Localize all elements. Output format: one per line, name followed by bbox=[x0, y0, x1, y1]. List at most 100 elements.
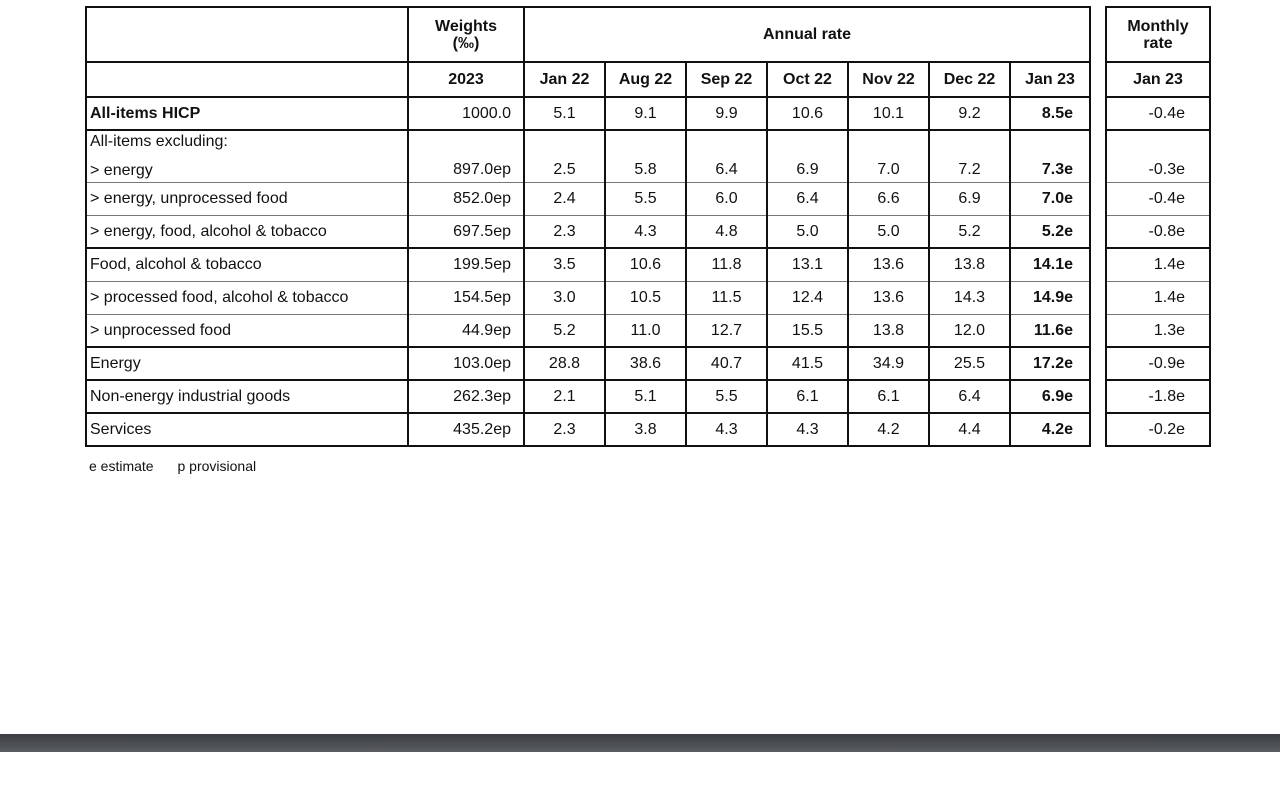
rate-cell: 11.5 bbox=[685, 280, 768, 315]
rate-cell: 4.2e bbox=[1009, 412, 1091, 447]
row-label: > processed food, alcohol & tobacco bbox=[85, 280, 409, 315]
row-label-cell: All-items excluding: > energy bbox=[85, 129, 409, 183]
table-row: Services 435.2ep 2.3 3.8 4.3 4.3 4.2 4.4 4.2e bbox=[85, 412, 1091, 447]
rate-cell: 6.4 bbox=[928, 379, 1011, 414]
rate-cell: 14.9e bbox=[1009, 280, 1091, 315]
rate-cell: 2.3 bbox=[523, 214, 606, 249]
rate-cell: 5.0 bbox=[766, 214, 849, 249]
monthly-cell: -0.3e bbox=[1105, 129, 1211, 183]
monthly-month-header: Jan 23 bbox=[1105, 61, 1211, 98]
rate-cell: 5.2e bbox=[1009, 214, 1091, 249]
row-label: > energy bbox=[90, 162, 153, 180]
table-row: -1.8e bbox=[1105, 379, 1211, 414]
weight-cell: 1000.0 bbox=[407, 96, 525, 131]
monthly-header-line1: Monthly bbox=[1127, 17, 1189, 35]
month-header: Oct 22 bbox=[766, 61, 849, 98]
rate-cell: 6.1 bbox=[766, 379, 849, 414]
rate-cell: 12.4 bbox=[766, 280, 849, 315]
rate-cell: 9.2 bbox=[928, 96, 1011, 131]
rate-cell: 4.2 bbox=[847, 412, 930, 447]
monthly-rate-header: Monthly rate bbox=[1105, 6, 1211, 63]
rate-cell: 34.9 bbox=[847, 346, 930, 381]
rate-cell: 9.9 bbox=[685, 96, 768, 131]
table-row: > energy, unprocessed food 852.0ep 2.4 5.5 6… bbox=[85, 181, 1091, 216]
weight-cell: 103.0ep bbox=[407, 346, 525, 381]
monthly-cell: -0.4e bbox=[1105, 96, 1211, 131]
rate-cell: 40.7 bbox=[685, 346, 768, 381]
table-row: All-items excluding: > energy 897.0ep 2.5 5.… bbox=[85, 129, 1091, 183]
rate-cell: 4.3 bbox=[685, 412, 768, 447]
weights-header-line1: Weights bbox=[435, 17, 497, 35]
table-row: 1.4e bbox=[1105, 280, 1211, 315]
row-label: > energy, food, alcohol & tobacco bbox=[85, 214, 409, 249]
rate-cell: 6.1 bbox=[847, 379, 930, 414]
row-label: > energy, unprocessed food bbox=[85, 181, 409, 216]
table-row: -0.9e bbox=[1105, 346, 1211, 381]
table-row: > energy, food, alcohol & tobacco 697.5ep… bbox=[85, 214, 1091, 249]
table-row: -0.2e bbox=[1105, 412, 1211, 447]
rate-cell: 2.3 bbox=[523, 412, 606, 447]
rate-cell: 10.6 bbox=[766, 96, 849, 131]
hicp-monthly-table: Monthly rate Jan 23 -0.4e -0.3e -0.4e -0.8e… bbox=[1105, 6, 1211, 447]
rate-cell: 5.5 bbox=[604, 181, 687, 216]
footnote-estimate: e estimate bbox=[89, 458, 154, 474]
rate-cell: 10.5 bbox=[604, 280, 687, 315]
weight-cell: 852.0ep bbox=[407, 181, 525, 216]
viewer-bottom-bar bbox=[0, 734, 1280, 752]
rate-cell: 13.6 bbox=[847, 280, 930, 315]
monthly-cell: 1.4e bbox=[1105, 280, 1211, 315]
rate-cell: 6.4 bbox=[766, 181, 849, 216]
weight-cell: 697.5ep bbox=[407, 214, 525, 249]
weights-header-line2: (‰) bbox=[452, 34, 480, 52]
table-row: -0.8e bbox=[1105, 214, 1211, 249]
rate-cell: 6.4 bbox=[685, 129, 768, 183]
rate-cell: 25.5 bbox=[928, 346, 1011, 381]
monthly-cell: -0.9e bbox=[1105, 346, 1211, 381]
rate-cell: 11.6e bbox=[1009, 313, 1091, 348]
rate-cell: 8.5e bbox=[1009, 96, 1091, 131]
table-body: All-items HICP 1000.0 5.1 9.1 9.9 10.6 10.1 9.2… bbox=[85, 96, 1091, 447]
rate-cell: 3.5 bbox=[523, 247, 606, 282]
hicp-annual-table: Weights (‰) Annual rate 2023 Jan 22 Aug … bbox=[85, 6, 1091, 447]
rate-cell: 13.8 bbox=[928, 247, 1011, 282]
rate-cell: 28.8 bbox=[523, 346, 606, 381]
rate-cell: 7.0 bbox=[847, 129, 930, 183]
table-row: Non-energy industrial goods 262.3ep 2.1 5.1… bbox=[85, 379, 1091, 414]
footnote: e estimate p provisional bbox=[89, 458, 276, 474]
rate-cell: 13.1 bbox=[766, 247, 849, 282]
weight-cell: 897.0ep bbox=[407, 129, 525, 183]
monthly-cell: -0.2e bbox=[1105, 412, 1211, 447]
monthly-header-line2: rate bbox=[1143, 34, 1173, 52]
rate-cell: 6.6 bbox=[847, 181, 930, 216]
rate-cell: 5.2 bbox=[928, 214, 1011, 249]
blank-header-cell bbox=[85, 61, 409, 98]
rate-cell: 4.3 bbox=[766, 412, 849, 447]
table-row: -0.4e bbox=[1105, 96, 1211, 131]
blank-header-cell bbox=[85, 6, 409, 63]
table-row: -0.3e bbox=[1105, 129, 1211, 183]
group-label: All-items excluding: bbox=[90, 133, 228, 151]
rate-cell: 2.4 bbox=[523, 181, 606, 216]
cut-off-footer bbox=[400, 786, 900, 800]
annual-rate-header: Annual rate bbox=[523, 6, 1091, 63]
rate-cell: 4.8 bbox=[685, 214, 768, 249]
row-label: > unprocessed food bbox=[85, 313, 409, 348]
table-row: -0.4e bbox=[1105, 181, 1211, 216]
month-header: Sep 22 bbox=[685, 61, 768, 98]
rate-cell: 5.1 bbox=[523, 96, 606, 131]
rate-cell: 6.9 bbox=[766, 129, 849, 183]
rate-cell: 5.0 bbox=[847, 214, 930, 249]
row-label: Energy bbox=[85, 346, 409, 381]
month-header: Jan 22 bbox=[523, 61, 606, 98]
month-header: Dec 22 bbox=[928, 61, 1011, 98]
month-header: Jan 23 bbox=[1009, 61, 1091, 98]
rate-cell: 15.5 bbox=[766, 313, 849, 348]
month-header: Aug 22 bbox=[604, 61, 687, 98]
rate-cell: 10.6 bbox=[604, 247, 687, 282]
rate-cell: 2.1 bbox=[523, 379, 606, 414]
rate-cell: 7.0e bbox=[1009, 181, 1091, 216]
rate-cell: 5.2 bbox=[523, 313, 606, 348]
rate-cell: 13.8 bbox=[847, 313, 930, 348]
rate-cell: 11.8 bbox=[685, 247, 768, 282]
rate-cell: 7.2 bbox=[928, 129, 1011, 183]
